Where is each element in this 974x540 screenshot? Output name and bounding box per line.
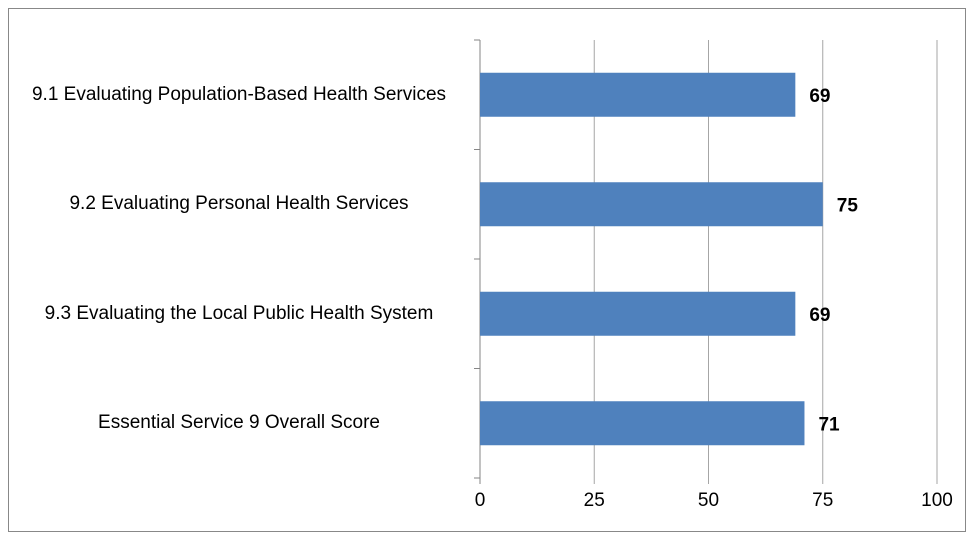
x-tick-label: 0 [475, 490, 486, 511]
x-tick-label: 25 [584, 490, 605, 511]
x-tick-label: 75 [812, 490, 833, 511]
x-tick-label: 50 [698, 490, 719, 511]
data-label: 71 [818, 414, 840, 435]
bar [480, 182, 823, 227]
data-label: 69 [809, 305, 830, 326]
x-tick-label: 100 [921, 490, 953, 511]
data-label: 69 [809, 86, 830, 107]
chart-border [8, 8, 966, 532]
bar [480, 401, 805, 446]
bar [480, 291, 796, 336]
y-tick-label: 9.2 Evaluating Personal Health Services [69, 193, 409, 215]
bar [480, 72, 796, 117]
y-tick-label: 9.1 Evaluating Population-Based Health S… [31, 83, 447, 105]
y-tick-label: Essential Service 9 Overall Score [98, 412, 380, 434]
y-tick-label: 9.3 Evaluating the Local Public Health S… [44, 302, 434, 324]
data-label: 75 [837, 195, 859, 216]
